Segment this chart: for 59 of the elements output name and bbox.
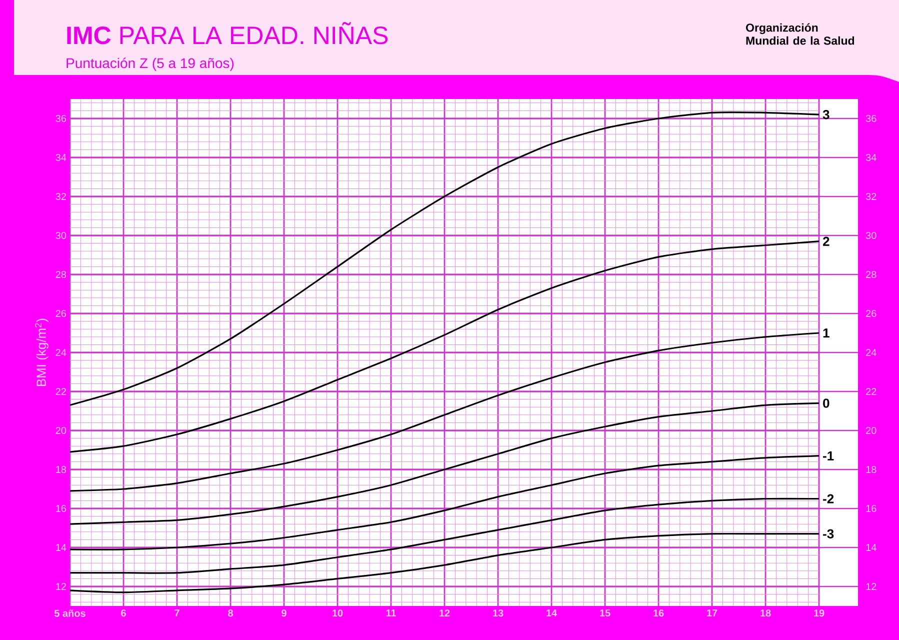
- series-label: 1: [823, 328, 830, 338]
- x-tick-label: 9: [282, 610, 286, 617]
- x-tick-label: 14: [546, 610, 558, 616]
- x-tick-label: 8: [228, 610, 233, 617]
- x-tick-label: 10: [332, 610, 343, 617]
- y-tick-label: 18: [56, 466, 66, 474]
- y2-tick-label: 20: [866, 426, 876, 434]
- y2-tick-label: 30: [866, 232, 876, 240]
- y-tick-label: 14: [56, 544, 66, 551]
- line-series: [69, 240, 820, 453]
- series-label: -2: [823, 494, 834, 504]
- x-tick-label: 13: [493, 610, 504, 617]
- y-tick-label: 28: [56, 270, 66, 278]
- line-series: [69, 332, 820, 492]
- line-series: [69, 498, 820, 574]
- chart-subtitle: Puntuación Z (5 a 19 años): [66, 58, 234, 71]
- series-label: 3: [822, 110, 830, 120]
- y2-tick-label: 32: [866, 192, 876, 200]
- x-tick-label: 5 años: [54, 610, 86, 617]
- y2-tick-label: 36: [866, 114, 876, 122]
- y2-tick-label: 14: [866, 544, 876, 551]
- y2-tick-label: 26: [866, 310, 876, 318]
- series-label: 2: [822, 236, 830, 246]
- line-series: [69, 402, 820, 525]
- y2-tick-label: 18: [866, 466, 876, 474]
- y2-tick-label: 12: [866, 583, 876, 590]
- series-label: 0: [823, 398, 830, 408]
- y-tick-label: 34: [56, 154, 66, 162]
- y-axis-title: BMI (kg/m$^{2}$): [35, 318, 48, 386]
- y2-tick-label: 22: [866, 388, 876, 395]
- chart-title: IMC PARA LA EDAD. NIÑAS: [67, 22, 388, 44]
- y2-tick-label: 28: [866, 270, 876, 278]
- y-tick-label: 36: [56, 114, 66, 122]
- y-tick-label: 30: [56, 232, 66, 240]
- x-tick-label: 19: [814, 610, 824, 617]
- y-tick-label: 12: [56, 583, 66, 590]
- x-tick-label: 7: [174, 610, 180, 616]
- x-tick-label: 17: [707, 610, 718, 616]
- x-tick-label: 12: [440, 610, 450, 617]
- y-tick-label: 24: [56, 349, 66, 356]
- series-label: -3: [823, 529, 834, 538]
- y-tick-label: 20: [56, 426, 66, 434]
- x-tick-label: 11: [386, 610, 396, 616]
- series-label: -1: [823, 451, 834, 460]
- x-tick-label: 6: [121, 610, 126, 617]
- y2-tick-label: 16: [866, 504, 876, 512]
- line-series: [69, 455, 820, 550]
- y2-tick-label: 34: [866, 154, 876, 162]
- text: Organización Mundial de la Salud: [746, 23, 854, 45]
- line-series: [69, 532, 820, 594]
- line-series: [69, 112, 820, 406]
- y-tick-label: 26: [56, 310, 66, 318]
- y-tick-label: 16: [56, 504, 66, 512]
- x-tick-label: 16: [654, 610, 664, 617]
- y2-tick-label: 24: [866, 349, 876, 356]
- y-tick-label: 32: [56, 192, 66, 200]
- y-tick-label: 22: [56, 388, 66, 395]
- x-tick-label: 15: [600, 610, 610, 617]
- x-tick-label: 18: [760, 610, 771, 617]
